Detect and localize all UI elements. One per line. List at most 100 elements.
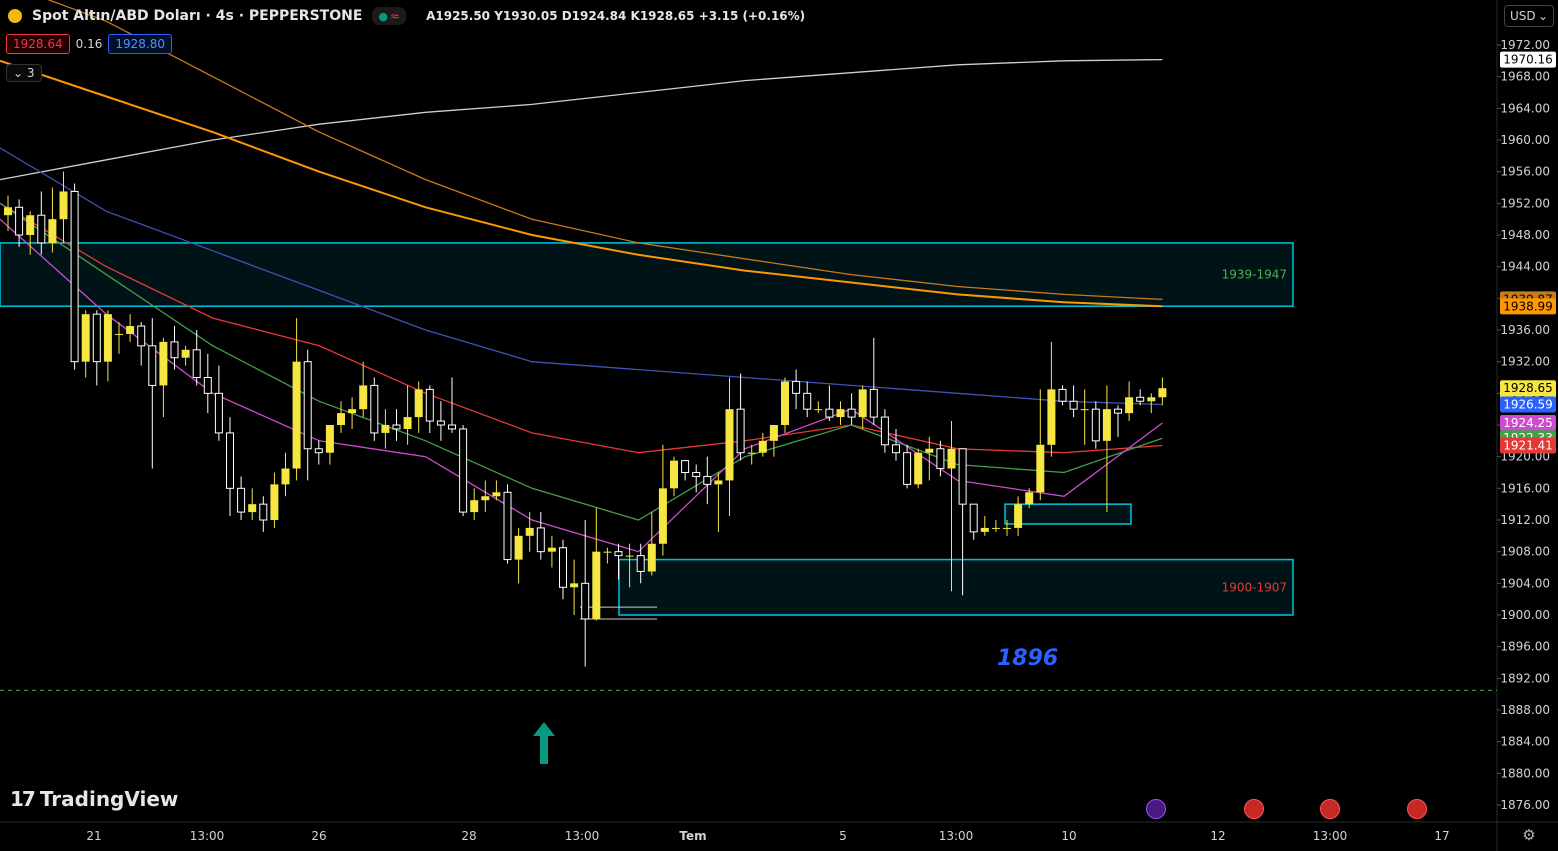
candle-body[interactable] [1080,409,1089,411]
candle-body[interactable] [15,206,24,236]
candle-body[interactable] [991,527,1000,529]
us-flag-event-icon[interactable] [1320,799,1340,819]
candle-body[interactable] [525,527,534,536]
candle-body[interactable] [314,448,323,454]
candle-body[interactable] [59,191,68,220]
candle-body[interactable] [192,349,201,378]
candle-body[interactable] [470,500,479,513]
candle-body[interactable] [614,551,623,557]
candle-body[interactable] [914,452,923,485]
candle-body[interactable] [758,440,767,453]
us-flag-event-icon[interactable] [1407,799,1427,819]
candle-body[interactable] [1102,409,1111,441]
candle-body[interactable] [880,416,889,446]
us-flag-event-icon[interactable] [1244,799,1264,819]
candle-body[interactable] [270,484,279,520]
candle-body[interactable] [259,503,268,521]
candle-body[interactable] [37,214,46,244]
ema_red-line[interactable] [0,202,1163,454]
candle-body[interactable] [503,491,512,561]
tradingview-logo[interactable]: 17 TradingView [10,787,178,811]
candle-body[interactable] [681,460,690,473]
candle-body[interactable] [48,219,57,243]
candle-body[interactable] [514,535,523,560]
candle-body[interactable] [448,424,456,430]
candle-body[interactable] [781,381,789,425]
candle-body[interactable] [1036,444,1045,493]
candle-body[interactable] [836,409,845,418]
candle-body[interactable] [4,207,12,216]
candle-body[interactable] [281,468,290,485]
candle-body[interactable] [103,314,112,362]
candle-body[interactable] [425,388,434,422]
candle-body[interactable] [581,582,590,620]
candle-body[interactable] [947,448,956,469]
candle-body[interactable] [337,413,345,425]
candle-body[interactable] [403,417,412,429]
candle-body[interactable] [980,527,989,532]
candle-body[interactable] [547,547,556,552]
candle-body[interactable] [81,314,90,362]
candle-body[interactable] [170,341,179,359]
candle-body[interactable] [1014,504,1023,528]
candle-body[interactable] [237,487,246,513]
flash-event-icon[interactable] [1146,799,1166,819]
candle-body[interactable] [181,349,190,358]
candle-body[interactable] [459,428,468,513]
candle-body[interactable] [658,488,667,544]
candle-body[interactable] [1069,400,1078,410]
candle-body[interactable] [936,448,945,470]
candle-body[interactable] [1158,388,1167,398]
candle-body[interactable] [436,420,445,426]
candle-body[interactable] [814,409,823,411]
candle-body[interactable] [92,313,101,363]
candle-body[interactable] [825,408,834,418]
candle-body[interactable] [359,385,368,410]
buy-price-button[interactable]: 1928.80 [108,34,172,54]
symbol-title[interactable]: Spot Altın/ABD Doları · 4s · PEPPERSTONE [32,8,363,24]
candle-body[interactable] [126,326,135,334]
candle-body[interactable] [392,424,401,430]
candle-body[interactable] [1125,397,1134,414]
sell-price-button[interactable]: 1928.64 [6,34,70,54]
candle-body[interactable] [137,325,146,347]
candle-body[interactable] [414,389,423,418]
candle-body[interactable] [958,448,967,505]
candle-body[interactable] [647,543,656,572]
candle-body[interactable] [70,190,79,363]
candle-body[interactable] [703,475,712,485]
ema_orange-line[interactable] [0,59,1163,308]
candle-body[interactable] [481,496,490,501]
level-annotation[interactable]: 1896 [997,646,1059,671]
candle-body[interactable] [769,425,778,441]
candle-body[interactable] [559,547,567,588]
candle-body[interactable] [847,408,856,418]
candle-body[interactable] [492,492,501,497]
indicators-toggle[interactable]: ⌄ 3 [6,64,42,82]
candle-body[interactable] [636,555,645,572]
candle-body[interactable] [381,425,390,433]
candle-body[interactable] [292,361,301,469]
ema_blue-line[interactable] [0,147,1163,406]
candle-body[interactable] [1114,408,1122,414]
candle-body[interactable] [603,551,612,553]
candle-body[interactable] [969,503,978,533]
candle-body[interactable] [792,380,801,394]
candle-body[interactable] [869,388,878,418]
zone-rect[interactable] [618,558,1294,616]
market-status[interactable]: ● ≈ [372,7,407,25]
candle-body[interactable] [714,480,723,485]
candle-body[interactable] [925,448,934,453]
candle-body[interactable] [670,460,678,489]
candle-body[interactable] [226,432,234,489]
candle-body[interactable] [858,389,867,418]
candle-body[interactable] [592,551,601,619]
candle-body[interactable] [536,527,545,553]
candle-body[interactable] [325,425,334,453]
candle-body[interactable] [1147,397,1156,402]
candle-body[interactable] [747,452,756,454]
candle-body[interactable] [303,361,312,450]
candle-body[interactable] [1025,492,1034,505]
candle-body[interactable] [148,345,157,386]
